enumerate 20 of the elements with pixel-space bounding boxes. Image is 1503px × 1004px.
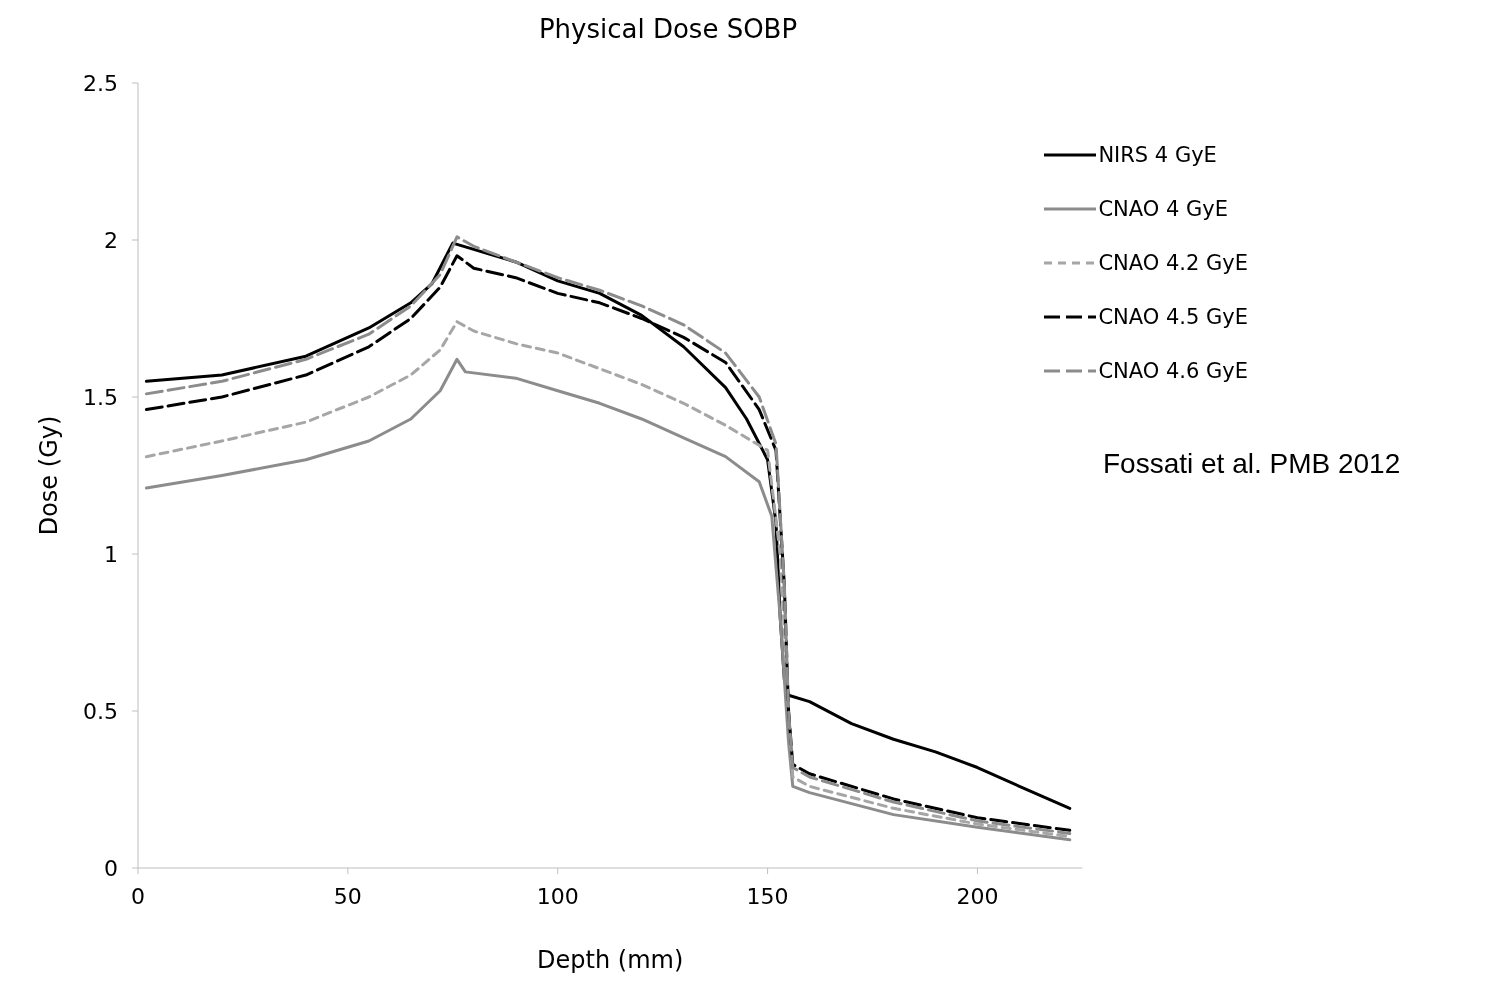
legend-label: CNAO 4.5 GyE	[1098, 305, 1248, 329]
y-tick-label: 2	[104, 227, 118, 253]
y-tick-label: 0	[104, 855, 118, 881]
x-tick-label: 200	[956, 883, 999, 909]
y-tick-label: 2.5	[83, 70, 118, 96]
legend-label: NIRS 4 GyE	[1098, 143, 1217, 167]
legend-label: CNAO 4.6 GyE	[1098, 359, 1248, 383]
y-tick-label: 1	[104, 541, 118, 567]
y-tick-label: 1.5	[83, 384, 118, 410]
x-tick-label: 100	[536, 883, 579, 909]
chart-title: Physical Dose SOBP	[537, 14, 799, 44]
legend-label: CNAO 4.2 GyE	[1098, 251, 1248, 275]
x-tick-label: 0	[131, 883, 145, 909]
y-tick-label: 0.5	[83, 698, 118, 724]
y-axis-title: Dose (Gy)	[34, 415, 63, 536]
legend-label: CNAO 4 GyE	[1098, 197, 1228, 221]
text: Fossati et al. PMB 2012	[1103, 448, 1401, 480]
x-tick-label: 50	[333, 883, 362, 909]
x-tick-label: 150	[746, 883, 789, 909]
x-axis-title: Depth (mm)	[537, 946, 684, 974]
